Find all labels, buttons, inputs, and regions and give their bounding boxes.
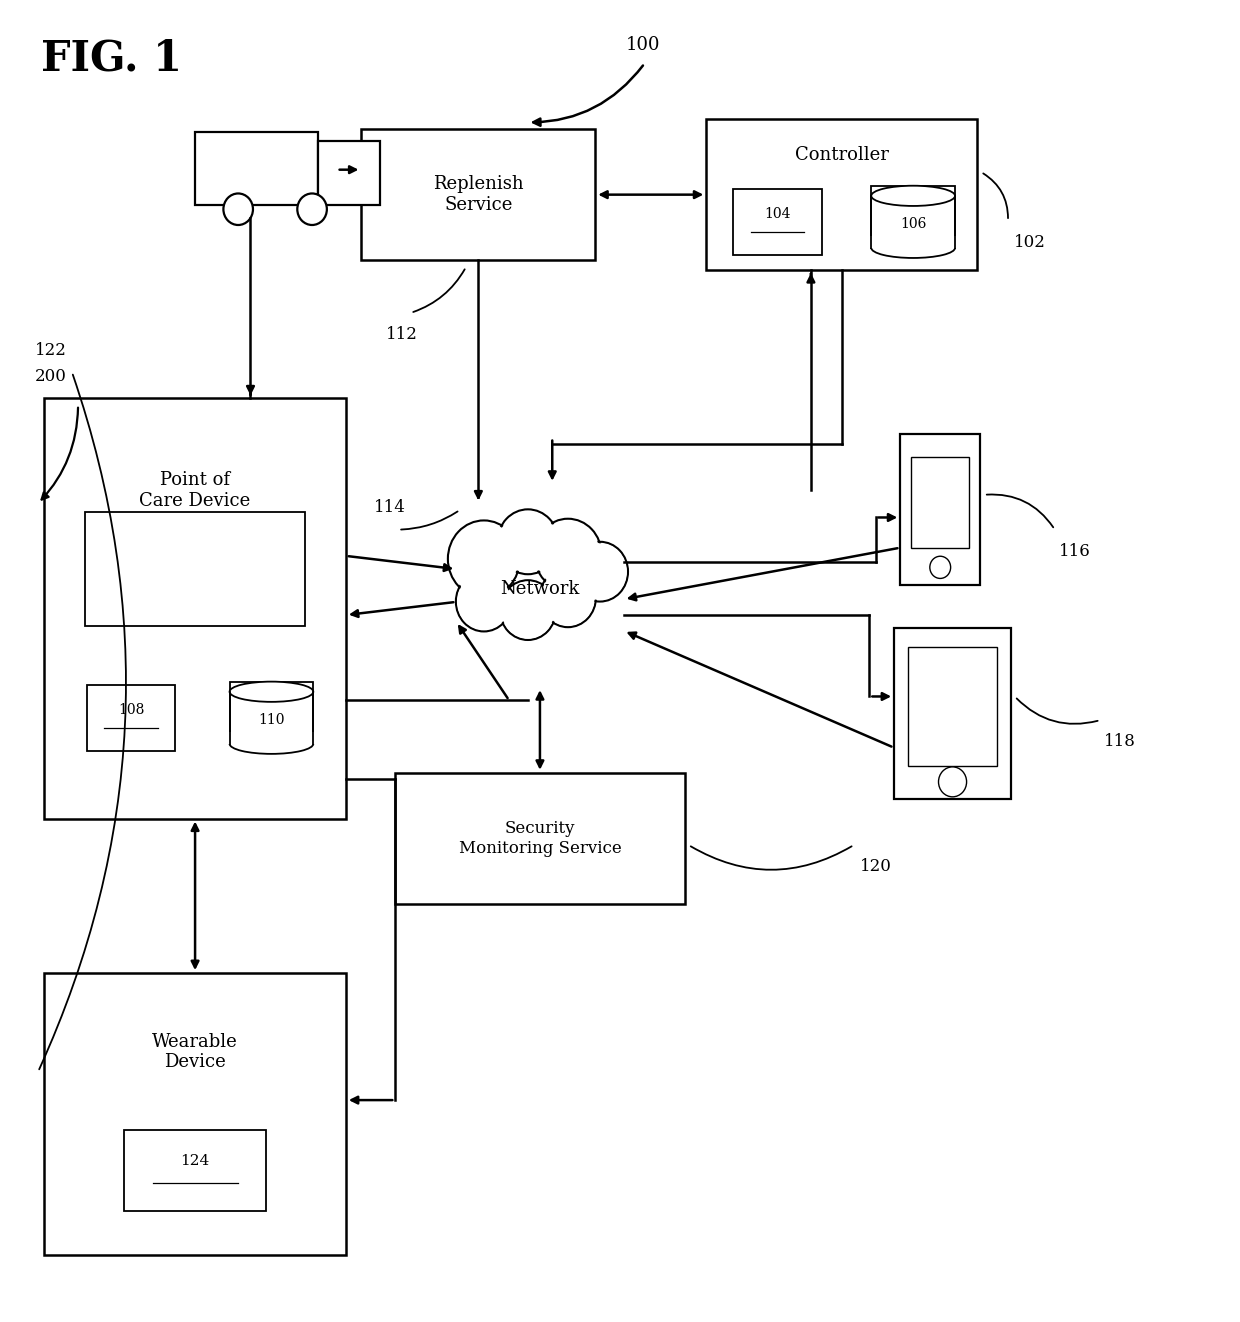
Bar bbox=[45, 398, 346, 818]
Circle shape bbox=[458, 574, 511, 631]
Text: 124: 124 bbox=[181, 1154, 210, 1167]
Ellipse shape bbox=[229, 734, 314, 754]
Bar bbox=[229, 682, 314, 754]
Circle shape bbox=[930, 557, 951, 579]
Circle shape bbox=[223, 193, 253, 225]
Circle shape bbox=[450, 522, 518, 595]
Circle shape bbox=[501, 582, 554, 639]
Circle shape bbox=[539, 567, 596, 627]
Bar bbox=[361, 130, 595, 260]
Bar bbox=[87, 685, 175, 751]
Circle shape bbox=[500, 580, 556, 640]
Text: 102: 102 bbox=[1014, 234, 1047, 251]
Ellipse shape bbox=[229, 682, 314, 702]
Circle shape bbox=[534, 518, 601, 591]
Text: Controller: Controller bbox=[795, 147, 889, 164]
Circle shape bbox=[448, 521, 520, 598]
Text: 114: 114 bbox=[373, 500, 405, 517]
Circle shape bbox=[498, 512, 557, 572]
Text: 110: 110 bbox=[258, 714, 285, 727]
Ellipse shape bbox=[872, 238, 955, 258]
Text: 116: 116 bbox=[1059, 543, 1090, 559]
Bar bbox=[396, 772, 684, 904]
Bar bbox=[900, 435, 981, 586]
Bar bbox=[894, 628, 1011, 798]
Bar bbox=[84, 513, 305, 625]
Text: 120: 120 bbox=[861, 858, 892, 875]
Circle shape bbox=[572, 542, 627, 602]
Text: Replenish
Service: Replenish Service bbox=[433, 176, 523, 214]
Bar bbox=[733, 189, 822, 255]
Text: 200: 200 bbox=[35, 368, 67, 385]
Bar bbox=[229, 682, 314, 744]
Bar bbox=[707, 119, 977, 270]
Circle shape bbox=[536, 521, 600, 588]
Bar bbox=[870, 237, 956, 247]
Text: Wearable
Device: Wearable Device bbox=[153, 1032, 238, 1071]
Circle shape bbox=[573, 543, 626, 600]
Bar bbox=[124, 1130, 265, 1211]
Bar bbox=[911, 457, 968, 547]
Circle shape bbox=[939, 767, 967, 797]
Text: 122: 122 bbox=[35, 342, 67, 358]
Text: 100: 100 bbox=[626, 36, 661, 54]
Text: 106: 106 bbox=[900, 217, 926, 231]
Text: FIG. 1: FIG. 1 bbox=[41, 37, 182, 79]
Text: 118: 118 bbox=[1104, 734, 1136, 751]
Bar bbox=[908, 646, 997, 767]
Circle shape bbox=[456, 571, 512, 632]
Circle shape bbox=[298, 193, 327, 225]
Bar bbox=[195, 132, 319, 205]
Circle shape bbox=[497, 509, 558, 574]
Text: 104: 104 bbox=[764, 208, 791, 221]
Circle shape bbox=[542, 568, 595, 625]
Text: 112: 112 bbox=[386, 327, 418, 342]
Bar bbox=[45, 973, 346, 1256]
Ellipse shape bbox=[872, 185, 955, 206]
Text: Point of
Care Device: Point of Care Device bbox=[139, 472, 250, 510]
Text: 108: 108 bbox=[118, 703, 144, 717]
Bar bbox=[319, 141, 379, 205]
Bar bbox=[872, 185, 955, 247]
Bar bbox=[872, 185, 955, 258]
Text: Network: Network bbox=[500, 580, 579, 598]
Text: Security
Monitoring Service: Security Monitoring Service bbox=[459, 820, 621, 857]
Bar bbox=[228, 732, 315, 744]
